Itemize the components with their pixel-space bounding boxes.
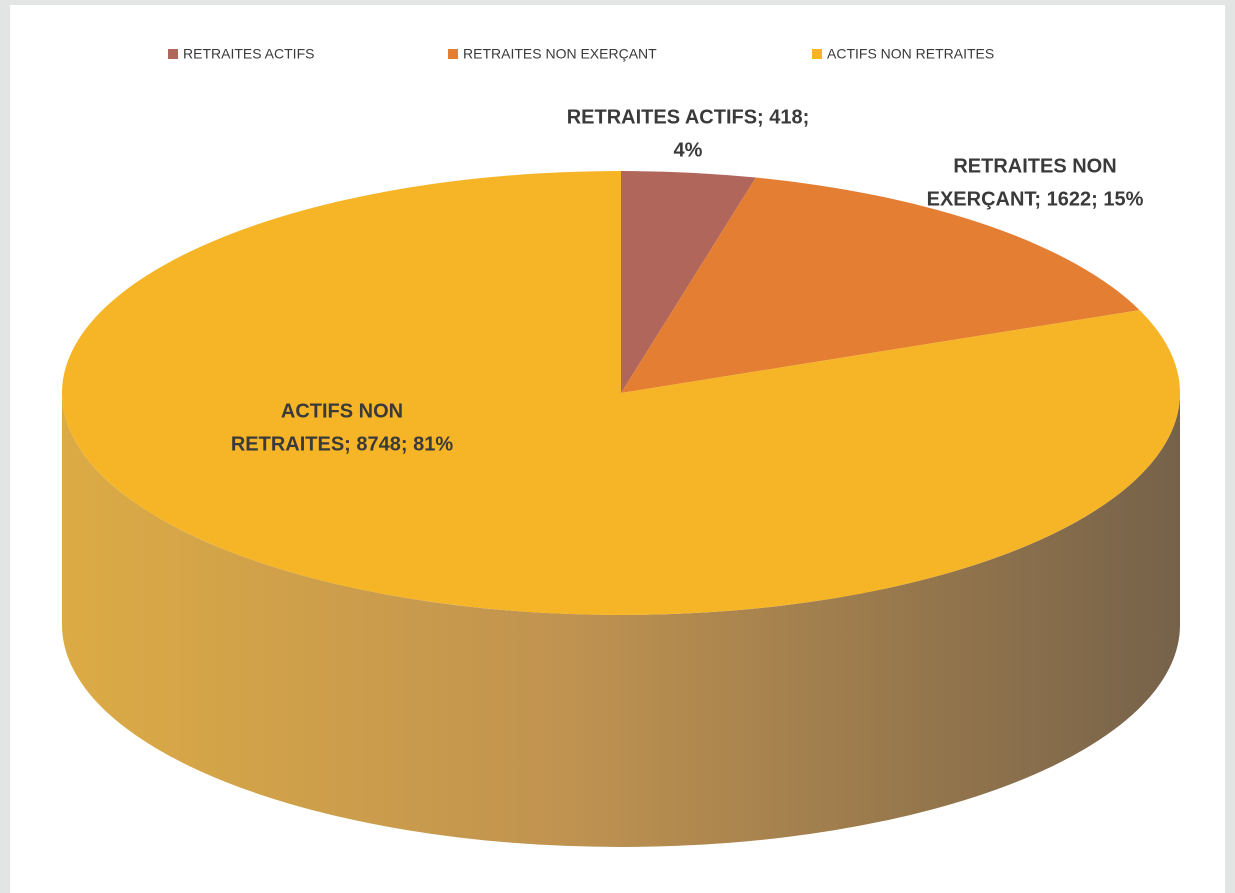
slice: [61, 171, 1181, 615]
data-label: EXERÇANT; 1622; 15%: [927, 188, 1144, 210]
legend-label: RETRAITES NON EXERÇANT: [463, 46, 657, 62]
legend-swatch: [812, 49, 822, 59]
data-label: RETRAITES ACTIFS; 418;: [567, 106, 810, 128]
slice: [621, 171, 756, 393]
slice: [621, 177, 1140, 393]
legend-swatch: [168, 49, 178, 59]
legend-label: RETRAITES ACTIFS: [183, 46, 314, 62]
data-label: 4%: [674, 139, 703, 161]
slice-side: [62, 393, 1180, 847]
data-label: RETRAITES NON: [953, 155, 1116, 177]
data-label: RETRAITES; 8748; 81%: [231, 433, 454, 455]
data-label: ACTIFS NON: [281, 400, 403, 422]
legend-swatch: [448, 49, 458, 59]
legend-label: ACTIFS NON RETRAITES: [827, 46, 994, 62]
